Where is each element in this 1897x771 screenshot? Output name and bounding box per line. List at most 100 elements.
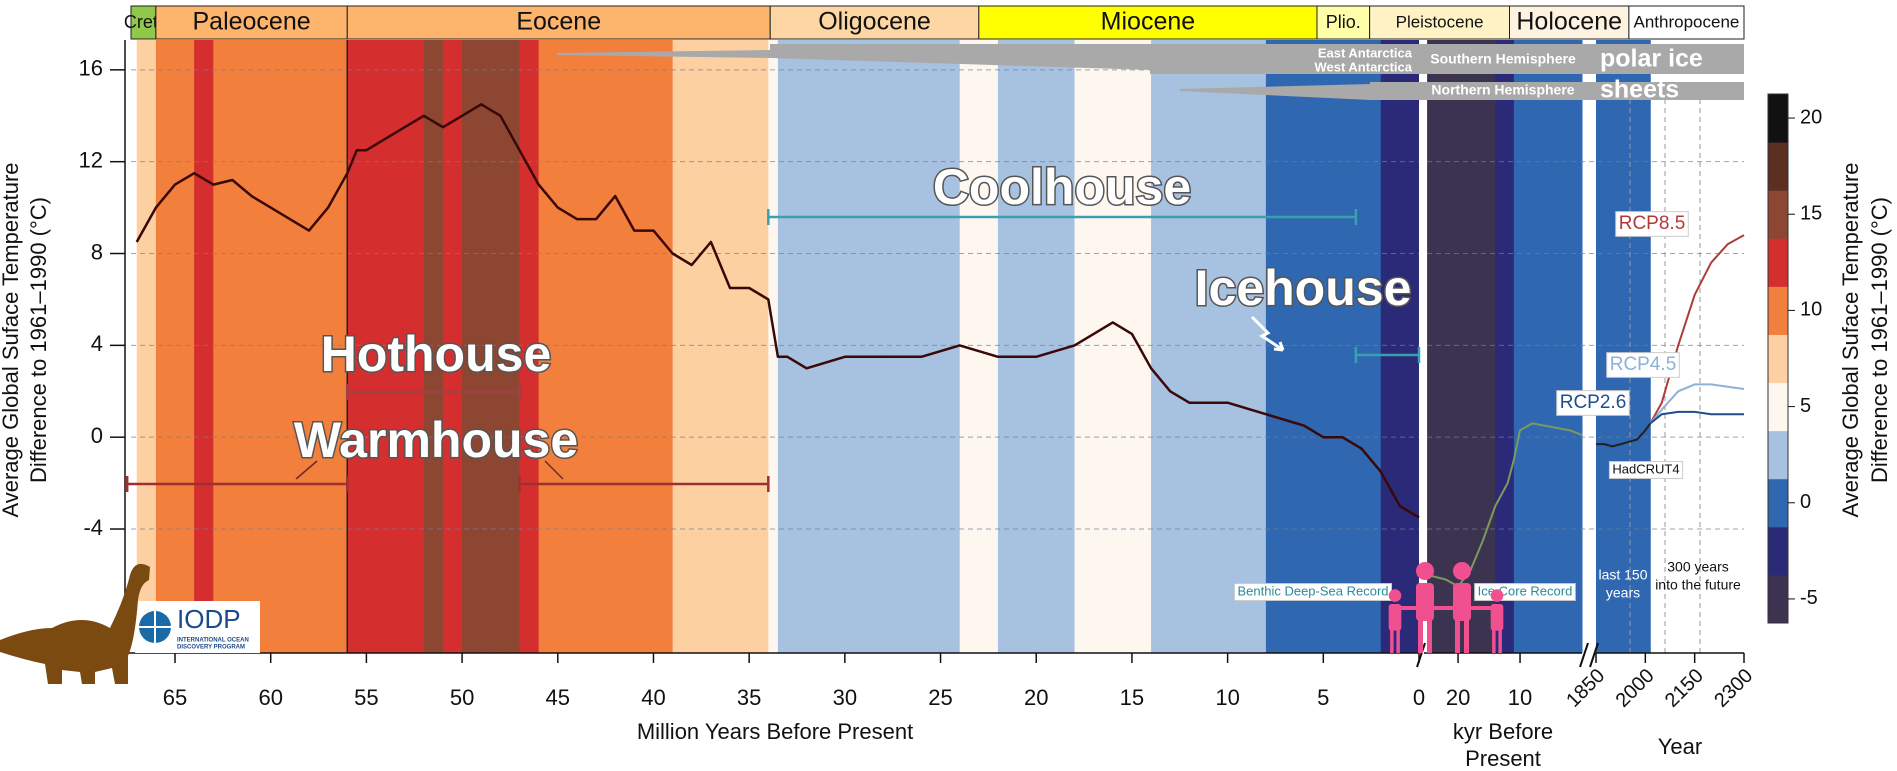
x-tick-label: 10 (1508, 685, 1532, 710)
family-body (1490, 604, 1504, 631)
temperature-stripe (653, 40, 674, 653)
colorbar-swatch (1768, 286, 1788, 335)
x-tick-label: 45 (546, 685, 570, 710)
temperature-stripe (1532, 40, 1546, 653)
state-label: Hothouse (321, 326, 552, 382)
x-tick-label: 40 (641, 685, 665, 710)
temperature-stripe (385, 40, 406, 653)
logo-subtitle: DISCOVERY PROGRAM (177, 645, 245, 651)
temperature-stripe (1507, 40, 1515, 653)
ice-label: East Antarctica (1318, 45, 1413, 60)
colorbar-swatch (1768, 190, 1788, 239)
colorbar-frame (1767, 93, 1789, 624)
temperature-stripe (1620, 40, 1630, 653)
temperature-stripe (672, 40, 693, 653)
family-leg (1464, 619, 1469, 653)
temperature-stripe (423, 40, 444, 653)
x-axis-title: kyr Before (1453, 719, 1553, 744)
epoch (1316, 5, 1371, 40)
ice-sheet-south (557, 44, 1744, 74)
logo-mark-detail (139, 611, 171, 643)
state-connector (295, 460, 318, 480)
ice-title: sheets (1600, 76, 1679, 104)
temperature-stripe (1399, 40, 1420, 653)
series-line (135, 103, 1420, 519)
axis-break (1589, 642, 1599, 668)
series-label-box (1556, 390, 1630, 416)
series-line (1649, 410, 1744, 425)
colorbar-title: Difference to 1961–1990 (°C) (1867, 197, 1892, 483)
epoch (769, 5, 980, 40)
epoch (1628, 5, 1745, 40)
temperature-stripe (1427, 40, 1447, 653)
series-label-box (1608, 461, 1684, 479)
note: last 150 (1598, 567, 1647, 583)
temperature-stripe (251, 40, 272, 653)
ice-title: polar ice (1600, 45, 1703, 73)
temperature-stripe (404, 40, 425, 653)
series-label: RCP4.5 (1610, 354, 1677, 375)
temperature-stripe (1189, 40, 1229, 653)
colorbar-tick-label: 10 (1800, 299, 1822, 321)
temperature-stripe (308, 40, 329, 653)
temperature-stripe (328, 40, 348, 653)
note: years (1606, 585, 1640, 601)
colorbar-swatch (1768, 574, 1788, 624)
epoch-label: Eocene (516, 8, 601, 36)
x-tick-label: 20 (1024, 685, 1048, 710)
temperature-stripe (1112, 40, 1133, 653)
series-line (1649, 383, 1745, 425)
temperature-stripe (213, 40, 233, 653)
colorbar-swatch (1768, 430, 1788, 480)
temperature-stripe (777, 40, 788, 653)
epoch-label: Oligocene (818, 8, 931, 36)
epoch (346, 5, 771, 40)
series-line (1649, 234, 1745, 424)
colorbar-tick-label: -5 (1800, 587, 1818, 609)
temperature-stripe (1637, 40, 1646, 653)
y-axis-title: Difference to 1961–1990 (°C) (26, 197, 51, 483)
family-leg (1498, 629, 1502, 653)
temperature-stripe (1495, 40, 1509, 653)
temperature-stripe (175, 40, 195, 653)
x-tick-label: 15 (1120, 685, 1144, 710)
epoch (155, 5, 348, 40)
temperature-stripe (289, 40, 310, 653)
x-tick-label: 20 (1446, 685, 1470, 710)
temperature-stripe (1569, 40, 1583, 653)
colorbar-swatch (1768, 526, 1788, 576)
series-label: HadCRUT4 (1612, 461, 1679, 476)
note: into the future (1655, 577, 1741, 593)
temperature-stripe (710, 40, 731, 653)
colorbar-swatch (1768, 382, 1788, 432)
colorbar-tick-label: 5 (1800, 395, 1811, 417)
series-label: RCP8.5 (1619, 213, 1686, 234)
state-label: Coolhouse (933, 159, 1191, 215)
epoch (1509, 5, 1630, 40)
temperature-stripe (1151, 40, 1171, 653)
note: 300 years (1667, 559, 1728, 575)
y-tick-label: 12 (79, 147, 103, 172)
temperature-stripe (634, 40, 654, 653)
series-label: RCP2.6 (1560, 392, 1627, 413)
temperature-stripe (1520, 40, 1533, 653)
temperature-stripe (194, 40, 214, 653)
axis-break (1579, 642, 1589, 668)
temperature-stripe (1544, 40, 1558, 653)
epoch-label: Anthropocene (1634, 12, 1740, 31)
x-tick-label: 35 (737, 685, 761, 710)
colorbar-swatch (1768, 94, 1788, 143)
temperature-stripe (883, 40, 922, 653)
temperature-stripe (519, 40, 540, 653)
family-body (1388, 604, 1402, 631)
temperature-stripe (356, 40, 367, 653)
y-tick-label: 0 (91, 423, 103, 448)
epoch-label: Holocene (1516, 8, 1622, 36)
temperature-stripe (1470, 40, 1484, 653)
temperature-stripe (1645, 40, 1651, 653)
x-tick-label: 60 (258, 685, 282, 710)
temperature-stripe (1380, 40, 1401, 653)
temperature-stripe (347, 40, 358, 653)
ice-sheet-north (1180, 82, 1744, 100)
